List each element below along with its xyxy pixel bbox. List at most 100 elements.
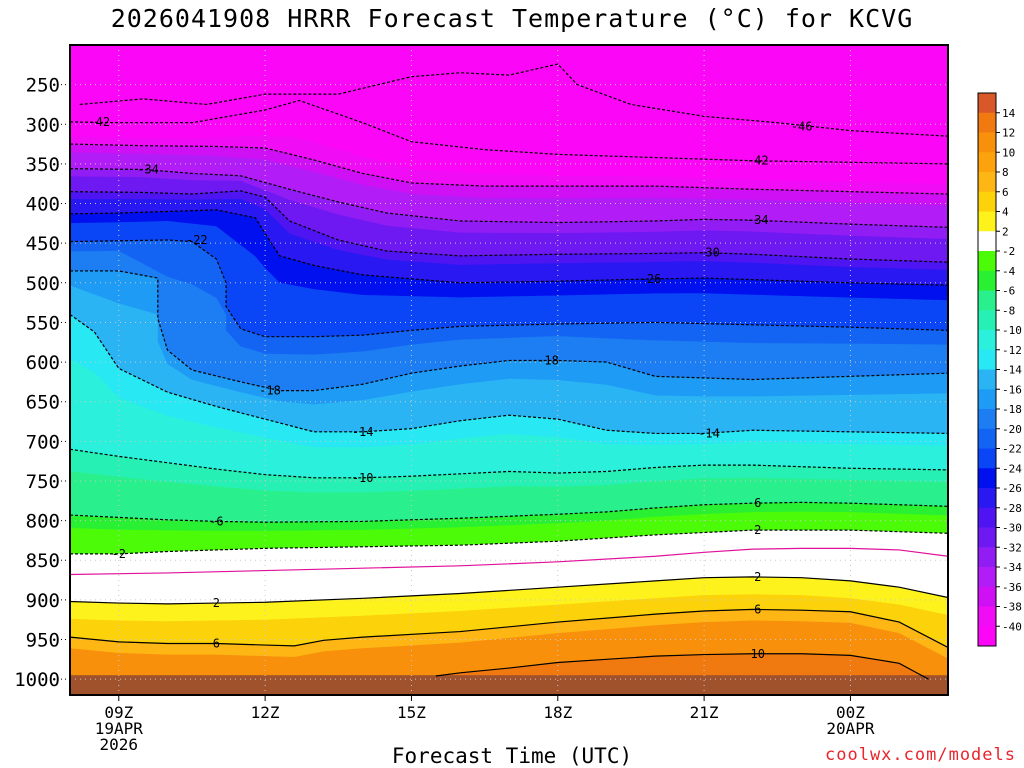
colorbar-label: 2 xyxy=(1002,225,1009,238)
colorbar-label: -36 xyxy=(1002,581,1022,594)
colorbar-swatch xyxy=(978,112,996,133)
contour-label: -26 xyxy=(640,272,662,286)
contour-line xyxy=(70,239,948,338)
colorbar-swatch xyxy=(978,270,996,291)
contour-line xyxy=(70,501,948,523)
contour-label: -2 xyxy=(112,547,126,561)
colorbar-label: -26 xyxy=(1002,482,1022,495)
contour-label: -14 xyxy=(698,426,720,440)
contour-label: -46 xyxy=(791,120,813,134)
contour-label: -34 xyxy=(137,162,159,176)
colorbar-label: -40 xyxy=(1002,620,1022,633)
colorbar-label: -32 xyxy=(1002,541,1022,554)
y-tick-label: 700 xyxy=(26,431,60,453)
colorbar-swatch xyxy=(978,488,996,509)
colorbar-label: 12 xyxy=(1002,127,1015,140)
colorbar-label: -8 xyxy=(1002,304,1015,317)
y-tick-label: 600 xyxy=(26,352,60,374)
contour-line xyxy=(70,608,948,648)
contour-label: -22 xyxy=(186,233,208,247)
colorbar-swatch xyxy=(978,586,996,607)
colorbar-swatch xyxy=(978,93,996,114)
contour-line xyxy=(70,547,948,576)
colorbar-swatch xyxy=(978,606,996,627)
colorbar-label: -38 xyxy=(1002,601,1022,614)
colorbar-swatch xyxy=(978,468,996,489)
colorbar-swatch xyxy=(978,507,996,528)
contour-label: -18 xyxy=(259,384,281,398)
x-tick-label: 12Z xyxy=(251,703,280,722)
contour-label: 2 xyxy=(754,523,761,537)
y-tick-label: 250 xyxy=(26,75,60,97)
y-tick-label: 400 xyxy=(26,194,60,216)
y-tick-label: 550 xyxy=(26,312,60,334)
contour-label: -18 xyxy=(537,353,559,367)
colorbar-label: -4 xyxy=(1002,265,1016,278)
y-tick-label: 850 xyxy=(26,550,60,572)
colorbar-swatch xyxy=(978,191,996,212)
colorbar-swatch xyxy=(978,211,996,232)
x-tick-label: 21Z xyxy=(690,703,719,722)
x-tick-label: 18Z xyxy=(543,703,572,722)
colorbar-swatch xyxy=(978,349,996,370)
colorbar-label: 14 xyxy=(1002,107,1016,120)
colorbar-label: -10 xyxy=(1002,324,1022,337)
y-tick-label: 350 xyxy=(26,154,60,176)
contour-label: -14 xyxy=(352,425,374,439)
contour-label: -42 xyxy=(88,115,110,129)
contour-line xyxy=(70,314,948,435)
y-tick-label: 900 xyxy=(26,590,60,612)
colorbar-swatch xyxy=(978,567,996,588)
colorbar-swatch xyxy=(978,409,996,430)
contour-label: 2 xyxy=(754,570,761,584)
colorbar-label: 6 xyxy=(1002,186,1009,199)
contour-line xyxy=(435,653,929,680)
y-tick-label: 1000 xyxy=(14,669,60,691)
colorbar-label: -16 xyxy=(1002,383,1022,396)
colorbar-swatch xyxy=(978,290,996,311)
contour-line xyxy=(70,99,948,165)
colorbar-swatch xyxy=(978,369,996,390)
x-tick-label: 09Z xyxy=(104,703,133,722)
colorbar-swatch xyxy=(978,428,996,449)
y-tick-label: 500 xyxy=(26,273,60,295)
contour-label: -6 xyxy=(209,514,223,528)
y-tick-label: 450 xyxy=(26,233,60,255)
x-tick-label: 00Z xyxy=(836,703,865,722)
colorbar-label: 4 xyxy=(1002,206,1009,219)
contour-label: 6 xyxy=(754,496,761,510)
contour-line xyxy=(70,576,948,605)
plot-frame xyxy=(69,44,949,696)
contour-label: -30 xyxy=(698,246,720,260)
colorbar-swatch xyxy=(978,152,996,173)
contour-line xyxy=(70,168,948,228)
y-tick-label: 750 xyxy=(26,471,60,493)
contour-label: 6 xyxy=(213,636,220,650)
credit-link[interactable]: coolwx.com/models xyxy=(825,745,1016,765)
colorbar-label: -12 xyxy=(1002,344,1022,357)
x-axis-label: Forecast Time (UTC) xyxy=(391,744,633,768)
colorbar-label: -28 xyxy=(1002,502,1022,515)
colorbar-swatch xyxy=(978,132,996,153)
contour-line xyxy=(70,190,948,263)
colorbar-swatch xyxy=(978,389,996,410)
contour-line xyxy=(79,63,948,137)
colorbar-label: -30 xyxy=(1002,522,1022,535)
contour-label: -10 xyxy=(352,471,374,485)
colorbar-swatch xyxy=(978,172,996,193)
colorbar-label: -6 xyxy=(1002,285,1015,298)
y-tick-label: 800 xyxy=(26,511,60,533)
colorbar-label: -24 xyxy=(1002,462,1022,475)
y-tick-label: 950 xyxy=(26,630,60,652)
x-tick-label: 20APR xyxy=(826,719,875,738)
colorbar-label: -2 xyxy=(1002,245,1015,258)
colorbar-swatch xyxy=(978,626,996,647)
x-tick-label: 15Z xyxy=(397,703,426,722)
y-tick-label: 300 xyxy=(26,114,60,136)
y-tick-label: 650 xyxy=(26,392,60,414)
contour-line xyxy=(70,529,948,555)
colorbar-label: 10 xyxy=(1002,146,1015,159)
contour-label: 10 xyxy=(751,647,765,661)
colorbar-swatch xyxy=(978,330,996,351)
